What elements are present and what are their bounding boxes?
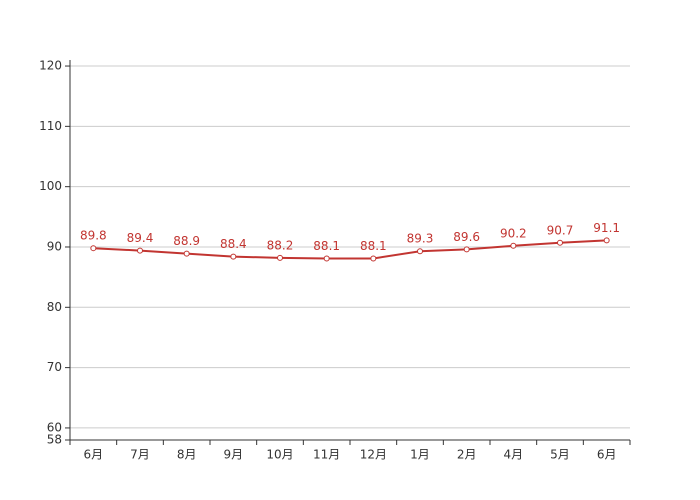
y-tick-label: 90 xyxy=(47,239,62,253)
data-label: 88.1 xyxy=(313,239,340,253)
x-tick-label: 4月 xyxy=(504,448,524,462)
point xyxy=(417,248,423,255)
x-tick-label: 11月 xyxy=(313,448,340,462)
data-label: 89.6 xyxy=(453,230,480,244)
y-tick-label: 58 xyxy=(47,433,62,447)
x-tick-label: 6月 xyxy=(84,448,104,462)
point xyxy=(463,246,470,253)
data-label: 88.1 xyxy=(360,239,387,253)
point xyxy=(323,255,330,262)
data-label: 90.7 xyxy=(547,223,574,237)
data-label: 89.3 xyxy=(407,232,434,246)
x-tick-label: 2月 xyxy=(457,448,477,462)
point xyxy=(557,239,563,246)
y-tick-label: 80 xyxy=(47,300,62,314)
y-tick-label: 100 xyxy=(39,179,62,193)
x-tick-label: 10月 xyxy=(266,448,293,462)
line xyxy=(93,239,607,260)
x-tick-label: 7月 xyxy=(130,448,150,462)
point xyxy=(183,250,190,257)
y-tick-label: 70 xyxy=(47,360,62,374)
point xyxy=(277,254,283,261)
data-label: 89.8 xyxy=(80,229,107,243)
data-label: 91.1 xyxy=(593,221,620,235)
y-tick-label: 60 xyxy=(47,420,62,434)
data-label: 88.4 xyxy=(220,237,247,251)
y-tick-label: 110 xyxy=(39,119,62,133)
data-label: 88.9 xyxy=(173,234,200,248)
point xyxy=(230,253,237,260)
data-label: 90.2 xyxy=(500,226,527,240)
x-tick-label: 5月 xyxy=(550,448,570,462)
data-label: 88.2 xyxy=(267,238,294,252)
data-label: 89.4 xyxy=(127,231,154,245)
x-tick-label: 8月 xyxy=(177,448,197,462)
point xyxy=(90,245,97,252)
x-tick-label: 9月 xyxy=(224,448,244,462)
point xyxy=(510,242,517,249)
point xyxy=(370,255,377,262)
x-tick-label: 1月 xyxy=(410,448,430,462)
x-tick-label: 12月 xyxy=(360,448,387,462)
y-tick-label: 120 xyxy=(39,59,62,73)
point xyxy=(603,237,610,244)
point xyxy=(137,247,143,254)
x-tick-label: 6月 xyxy=(597,448,617,462)
